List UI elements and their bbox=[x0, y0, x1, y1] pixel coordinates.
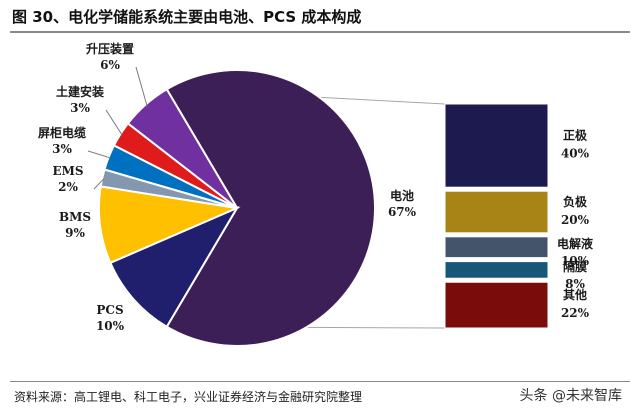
pie-slice-6 bbox=[126, 87, 238, 209]
title-divider bbox=[10, 31, 630, 33]
stacked-bar-labels: 正极 40% 负极 20% 电解液 10%隔膜 8%其他 22% bbox=[557, 128, 593, 321]
leader-line-5 bbox=[105, 109, 123, 136]
leader-lines bbox=[87, 66, 148, 190]
stack-label-name-1: 负极 bbox=[563, 194, 588, 209]
pie-label-value-6: 6% bbox=[100, 58, 120, 72]
stack-label-name-0: 正极 bbox=[563, 128, 588, 143]
battery-cost-stacked-bar bbox=[444, 103, 549, 329]
pie-label-value-3: 2% bbox=[58, 180, 78, 194]
stack-segment-3 bbox=[444, 261, 549, 279]
stack-label-name-3: 隔膜 bbox=[563, 259, 587, 274]
stack-label-value-1: 20% bbox=[561, 213, 590, 227]
pie-chart bbox=[98, 69, 376, 347]
stack-label-value-3: 8% bbox=[565, 277, 585, 291]
source-note: 资料来源：高工锂电、科工电子，兴业证券经济与金融研究院整理 bbox=[14, 390, 363, 404]
stack-label-value-4: 22% bbox=[561, 306, 590, 320]
leader-line-3 bbox=[93, 177, 105, 190]
pie-label-name-2: BMS bbox=[59, 210, 91, 224]
pie-label-name-1: PCS bbox=[96, 303, 123, 317]
stack-label-value-0: 40% bbox=[561, 147, 590, 161]
leader-line-4 bbox=[87, 150, 111, 159]
stack-segment-2 bbox=[444, 236, 549, 259]
stack-label-value-2: 10% bbox=[561, 254, 590, 268]
stack-label-name-4: 其他 bbox=[563, 287, 587, 302]
pie-slice-1 bbox=[109, 205, 240, 329]
stack-segment-1 bbox=[444, 190, 549, 234]
watermark: 头条 @未来智库 bbox=[513, 383, 628, 407]
stack-segment-0 bbox=[444, 103, 549, 188]
pie-label-value-0: 67% bbox=[388, 205, 417, 219]
source-divider bbox=[10, 381, 630, 382]
pie-labels: 电池 67% PCS 10% BMS 9% EMS 2% 屏柜电缆 3% 土建安装 3% 升压装置 6% bbox=[37, 41, 417, 333]
pie-label-name-4: 屏柜电缆 bbox=[37, 125, 86, 140]
pie-label-name-0: 电池 bbox=[390, 188, 414, 203]
leader-line-6 bbox=[135, 66, 148, 107]
pie-label-value-2: 9% bbox=[65, 226, 85, 240]
pie-label-name-5: 土建安装 bbox=[56, 84, 104, 99]
pie-label-value-5: 3% bbox=[70, 101, 90, 115]
pie-label-value-1: 10% bbox=[96, 319, 125, 333]
chart-title: 图 30、电化学储能系统主要由电池、PCS 成本构成 bbox=[12, 8, 362, 26]
pie-label-name-6: 升压装置 bbox=[86, 41, 134, 56]
stack-segment-4 bbox=[444, 281, 549, 329]
pie-slice-0 bbox=[165, 69, 376, 347]
pie-label-name-3: EMS bbox=[52, 164, 83, 178]
stack-label-name-2: 电解液 bbox=[557, 236, 593, 251]
pie-label-value-4: 3% bbox=[52, 142, 72, 156]
